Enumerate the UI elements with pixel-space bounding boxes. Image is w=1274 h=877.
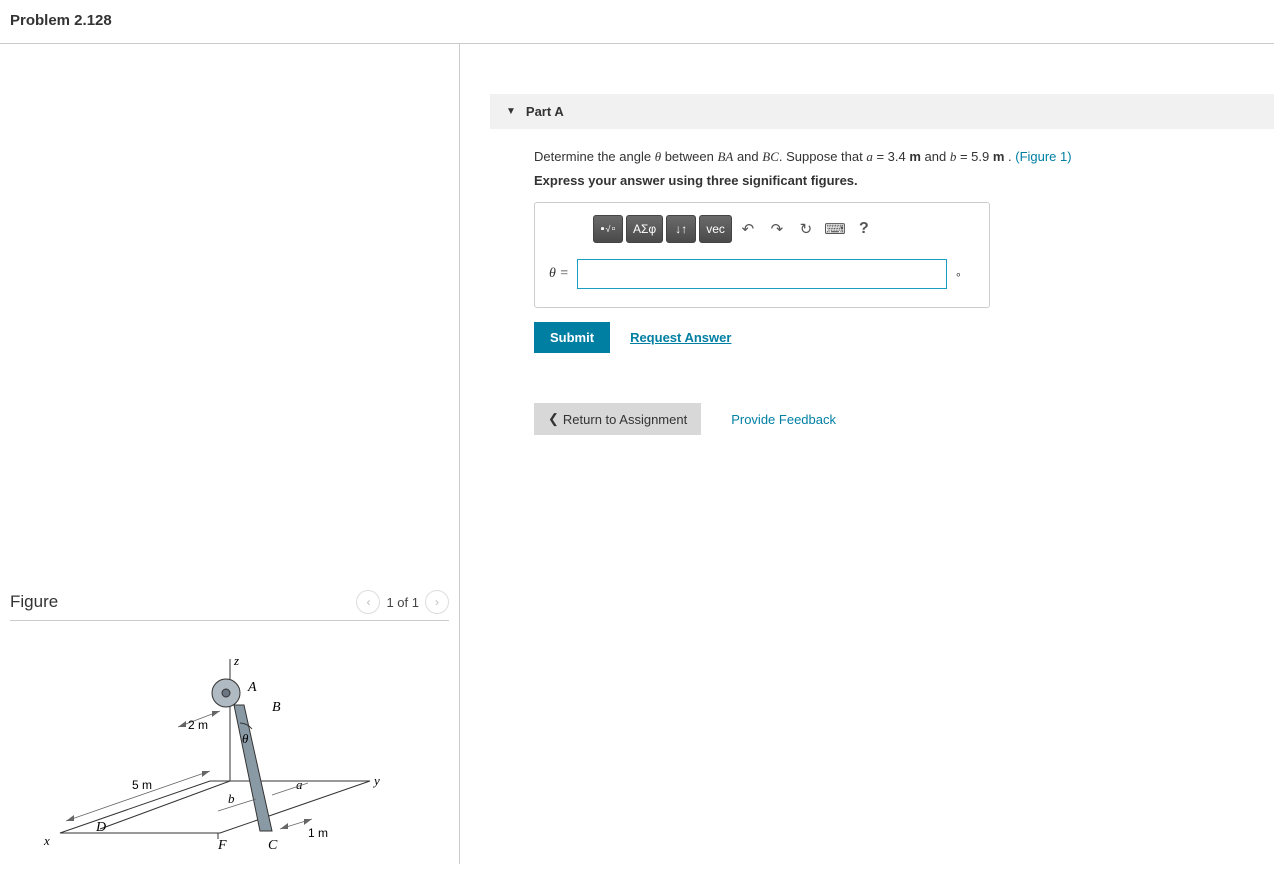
- figure-nav: ‹ 1 of 1 ›: [356, 590, 449, 614]
- keyboard-icon[interactable]: ⌨: [822, 215, 848, 243]
- figure-nav-label: 1 of 1: [386, 595, 419, 610]
- figure-link[interactable]: (Figure 1): [1015, 149, 1071, 164]
- answer-input[interactable]: [577, 259, 947, 289]
- redo-icon[interactable]: ↷: [764, 215, 790, 243]
- chevron-left-icon: ❮: [548, 411, 559, 427]
- templates-icon: ▪√▫: [601, 223, 616, 235]
- dim-5m-arrow1: [66, 815, 74, 821]
- prompt-bc: BC: [762, 149, 779, 164]
- help-icon[interactable]: ?: [851, 215, 877, 243]
- point-a-label: A: [247, 680, 257, 695]
- prompt-unit-m1: m: [909, 149, 921, 164]
- point-c-label: C: [268, 838, 278, 851]
- axis-y-label: y: [372, 773, 380, 788]
- dim-2m-arrow2: [212, 711, 220, 717]
- action-row: Submit Request Answer: [534, 322, 1274, 353]
- dim-2m-label: 2 m: [188, 718, 208, 732]
- instruction-text: Express your answer using three signific…: [534, 173, 1274, 188]
- dim-a-label: a: [296, 777, 303, 792]
- templates-button[interactable]: ▪√▫: [593, 215, 623, 243]
- point-f-label: F: [217, 838, 227, 851]
- point-d-label: D: [95, 820, 106, 835]
- return-label: Return to Assignment: [563, 412, 687, 427]
- main-area: Figure ‹ 1 of 1 › x y z: [0, 44, 1274, 864]
- collapse-caret-icon: ▼: [506, 106, 516, 117]
- prompt-period: .: [1004, 149, 1015, 164]
- prompt-eq-b: = 5.9: [956, 149, 993, 164]
- figure-diagram: x y z A B C D F: [10, 651, 449, 854]
- vec-button[interactable]: vec: [699, 215, 732, 243]
- prompt-seg-3: and: [733, 149, 762, 164]
- prompt-seg-2: between: [661, 149, 717, 164]
- return-to-assignment-button[interactable]: ❮ Return to Assignment: [534, 403, 701, 435]
- dim-1m-arrow2: [304, 819, 312, 825]
- hub-center: [222, 689, 230, 697]
- figure-heading: Figure: [10, 592, 58, 612]
- prompt-unit-m2: m: [993, 149, 1005, 164]
- provide-feedback-link[interactable]: Provide Feedback: [731, 412, 836, 427]
- dim-5m-label: 5 m: [132, 778, 152, 792]
- prompt-eq-a: = 3.4: [873, 149, 910, 164]
- undo-icon[interactable]: ↶: [735, 215, 761, 243]
- figure-header: Figure ‹ 1 of 1 ›: [10, 584, 449, 621]
- problem-header: Problem 2.128: [0, 0, 1274, 44]
- theta-label: θ: [242, 731, 249, 746]
- prompt-text: Determine the angle θ between BA and BC.…: [534, 149, 1274, 165]
- answer-variable-label: θ =: [549, 266, 569, 282]
- dim-2m-arrow1: [178, 721, 186, 727]
- dim-b-label: b: [228, 791, 235, 806]
- point-b-label: B: [272, 700, 281, 715]
- answer-unit-label: ∘: [955, 268, 962, 281]
- prompt-seg-4: . Suppose that: [779, 149, 866, 164]
- dim-1m-arrow1: [280, 823, 288, 829]
- equation-toolbar: ▪√▫ ΑΣφ ↓↑ vec ↶ ↷ ↻ ⌨ ?: [549, 215, 975, 243]
- part-a-header[interactable]: ▼ Part A: [490, 94, 1274, 129]
- updown-button[interactable]: ↓↑: [666, 215, 696, 243]
- axis-x-label: x: [43, 833, 50, 848]
- figure-next-button[interactable]: ›: [425, 590, 449, 614]
- answer-row: θ = ∘: [549, 259, 975, 289]
- submit-button[interactable]: Submit: [534, 322, 610, 353]
- part-a-title: Part A: [526, 104, 564, 119]
- greek-button[interactable]: ΑΣφ: [626, 215, 663, 243]
- dim-5m-arrow2: [202, 771, 210, 777]
- footer-row: ❮ Return to Assignment Provide Feedback: [504, 403, 1274, 435]
- prompt-ba: BA: [717, 149, 733, 164]
- prompt-and: and: [921, 149, 950, 164]
- answer-box: ▪√▫ ΑΣφ ↓↑ vec ↶ ↷ ↻ ⌨ ? θ = ∘: [534, 202, 990, 308]
- right-column: ▼ Part A Determine the angle θ between B…: [460, 44, 1274, 864]
- prompt-seg-1: Determine the angle: [534, 149, 655, 164]
- reset-icon[interactable]: ↻: [793, 215, 819, 243]
- diagram-svg: x y z A B C D F: [40, 651, 380, 851]
- left-column: Figure ‹ 1 of 1 › x y z: [0, 44, 460, 864]
- dim-1m-label: 1 m: [308, 826, 328, 840]
- figure-prev-button[interactable]: ‹: [356, 590, 380, 614]
- problem-title: Problem 2.128: [10, 12, 112, 29]
- request-answer-link[interactable]: Request Answer: [630, 330, 731, 345]
- axis-z-label: z: [233, 653, 239, 668]
- part-a-body: Determine the angle θ between BA and BC.…: [490, 129, 1274, 435]
